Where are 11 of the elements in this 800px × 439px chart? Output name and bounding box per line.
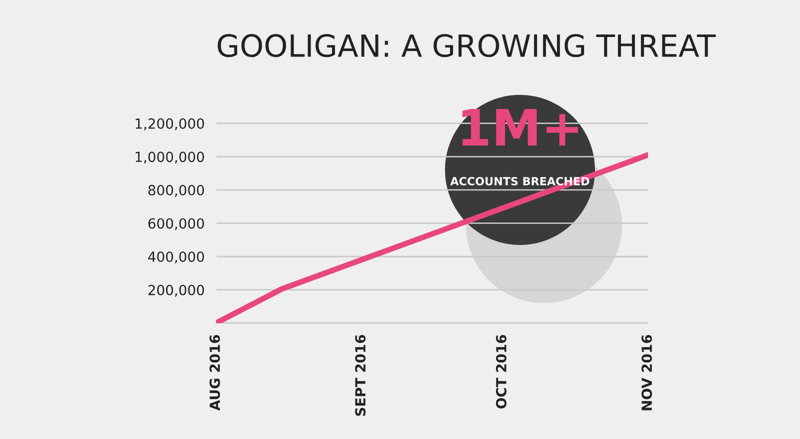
x-tick-label: SEPT 2016	[355, 334, 366, 416]
y-tick-label: 600,000	[148, 218, 204, 230]
chart-title: GOOLIGAN: A GROWING THREAT	[218, 34, 716, 58]
y-tick-label: 1,200,000	[136, 118, 204, 130]
x-tick-label: NOV 2016	[642, 334, 652, 410]
x-tick-label: OCT 2016	[496, 334, 506, 408]
y-tick-label: 400,000	[148, 251, 204, 264]
x-tick-label: AUG 2016	[210, 334, 220, 411]
y-tick-label: 200,000	[148, 284, 204, 297]
y-tick-label: 1,000,000	[136, 152, 204, 164]
y-tick-label: 800,000	[148, 184, 204, 197]
